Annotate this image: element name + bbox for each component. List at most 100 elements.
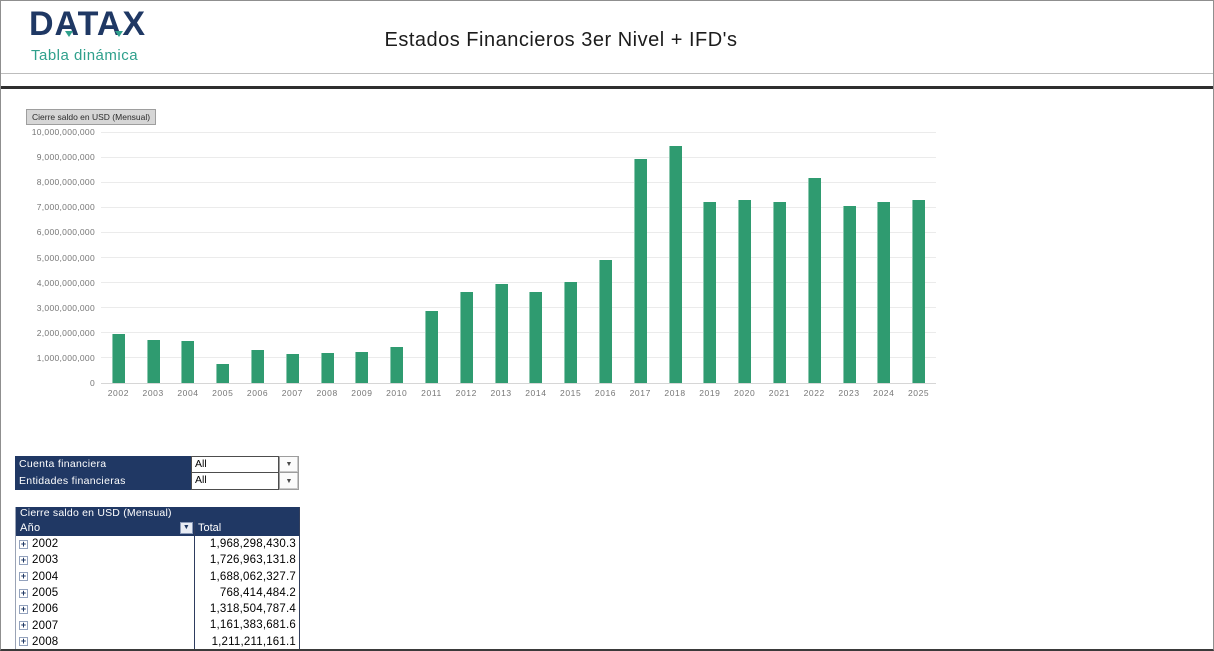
bar-2021 [772,201,786,383]
pivot-header-row: Año ▼ Total [16,520,299,536]
bar-2023 [842,206,856,383]
bar-2011 [425,310,439,383]
gridline [101,231,936,233]
x-axis-label: 2015 [560,388,582,398]
bar-2018 [668,145,682,383]
bar-2014 [529,292,543,383]
year-label: 2003 [32,554,59,567]
total-cell: 1,726,963,131.8 [194,552,299,569]
x-axis-label: 2025 [907,388,930,398]
expand-icon[interactable]: + [19,620,28,631]
y-axis-label: 3,000,000,000 [36,302,95,313]
expand-icon[interactable]: + [19,603,28,614]
year-label: 2005 [32,587,59,600]
x-axis-label: 2018 [664,388,686,398]
filter-value[interactable]: All [191,456,279,473]
report-filters: Cuenta financiera All ▼ Entidades financier… [15,456,299,490]
table-row: +2003 1,726,963,131.8 [16,552,299,569]
pivot-table: Cierre saldo en USD (Mensual) Año ▼ Tota… [15,507,300,649]
year-label: 2004 [32,570,59,583]
year-cell: +2003 [16,552,194,568]
bar-2007 [285,353,299,383]
pivot-col-ano-label: Año [20,522,41,534]
chart-x-axis: 2002 2003 2004 2005 2006 2007 2008 2009 2010 2011… [101,388,936,402]
x-axis-label: 2014 [525,388,547,398]
year-cell: +2002 [16,536,194,552]
bar-2017 [633,158,647,383]
ano-filter-dropdown-icon[interactable]: ▼ [180,522,193,534]
x-axis-label: 2008 [316,388,338,398]
bar-2013 [494,283,508,383]
expand-icon[interactable]: + [19,587,28,598]
x-axis-label: 2013 [490,388,512,398]
x-axis-label: 2012 [455,388,477,398]
x-axis-label: 2024 [873,388,895,398]
datax-logo: DATAX Tabla dinámica [29,5,209,71]
year-label: 2007 [32,619,59,632]
x-axis-label: 2020 [733,388,756,398]
bar-2010 [390,347,404,383]
y-axis-label: 1,000,000,000 [36,352,95,363]
logo-text: DATAX [29,5,147,43]
year-cell: +2007 [16,617,194,633]
chart-field-button[interactable]: Cierre saldo en USD (Mensual) [26,109,157,125]
bar-2024 [877,201,891,383]
logo-accent-icon [65,31,73,37]
gridline [101,382,936,384]
logo-accent-icon [115,31,123,37]
expand-icon[interactable]: + [19,571,28,582]
page-title: Estados Financieros 3er Nivel + IFD's [384,29,738,51]
chart-plot-area [101,131,936,384]
gridline [101,181,936,183]
year-cell: +2005 [16,585,194,601]
x-axis-label: 2022 [803,388,825,398]
bar-2016 [598,259,612,383]
bar-2002 [111,333,125,383]
header: DATAX Tabla dinámica Estados Financieros… [1,1,1213,74]
expand-icon[interactable]: + [19,636,28,647]
bar-2020 [738,200,752,383]
total-cell: 1,161,383,681.6 [194,617,299,634]
filter-row: Entidades financieras All ▼ [15,473,299,490]
y-axis-label: 2,000,000,000 [36,327,95,338]
x-axis-label: 2019 [699,388,721,398]
y-axis-label: 10,000,000,000 [31,127,95,137]
bar-2019 [703,201,717,383]
year-label: 2006 [32,603,59,616]
table-row: +2007 1,161,383,681.6 [16,617,299,634]
table-row: +2002 1,968,298,430.3 [16,536,299,553]
header-divider [1,86,1213,89]
year-cell: +2004 [16,569,194,585]
table-row: +2006 1,318,504,787.4 [16,601,299,618]
filter-dropdown-icon[interactable]: ▼ [279,473,299,490]
x-axis-label: 2021 [768,388,791,398]
y-axis-label: 8,000,000,000 [36,177,95,188]
x-axis-label: 2017 [629,388,651,398]
gridline [101,307,936,309]
total-cell: 1,318,504,787.4 [194,601,299,618]
pivot-title: Cierre saldo en USD (Mensual) [16,507,299,520]
expand-icon[interactable]: + [19,554,28,565]
bar-2008 [320,352,334,383]
y-axis-label: 7,000,000,000 [36,202,95,213]
x-axis-label: 2011 [421,388,442,398]
filter-row: Cuenta financiera All ▼ [15,456,299,473]
x-axis-label: 2016 [594,388,617,398]
y-axis-label: 0 [89,378,95,388]
bar-2005 [216,363,230,383]
y-axis-label: 4,000,000,000 [36,277,95,288]
total-cell: 1,968,298,430.3 [194,536,299,553]
x-axis-label: 2002 [107,388,130,398]
y-axis-label: 9,000,000,000 [36,152,95,163]
gridline [101,282,936,284]
gridline [101,357,936,359]
x-axis-label: 2010 [386,388,408,398]
pivot-col-ano: Año ▼ [16,520,194,536]
filter-dropdown-icon[interactable]: ▼ [279,456,299,473]
bar-2006 [251,349,265,383]
expand-icon[interactable]: + [19,538,28,549]
gridline [101,257,936,258]
filter-value[interactable]: All [191,473,279,490]
bar-2009 [355,351,369,383]
